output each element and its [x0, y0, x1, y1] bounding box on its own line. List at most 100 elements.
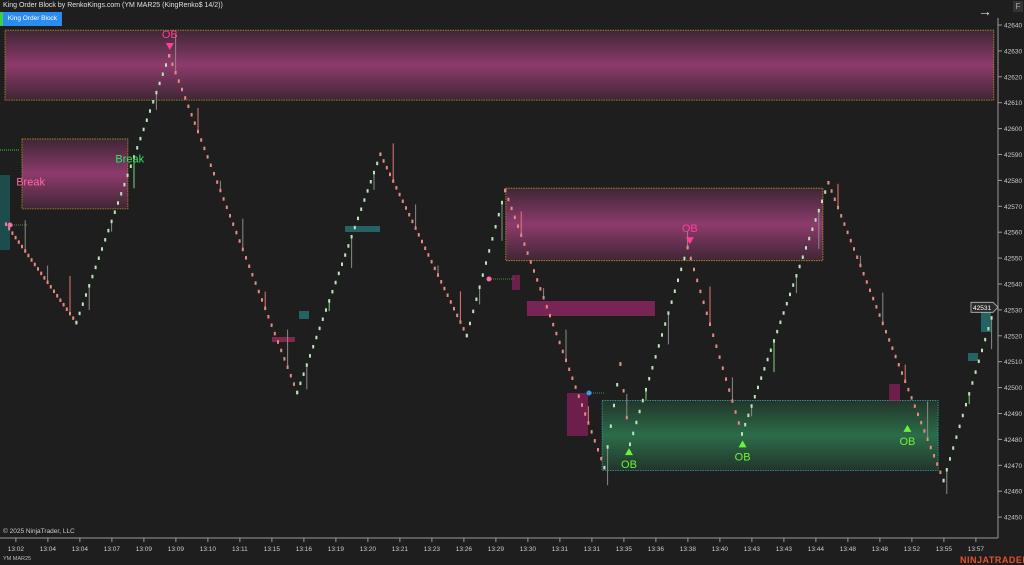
bear-brick	[577, 394, 580, 398]
bear-brick	[273, 331, 276, 336]
bull-brick	[302, 372, 305, 376]
bull-brick	[376, 161, 379, 166]
bear-brick	[593, 439, 596, 443]
bear-brick	[385, 165, 388, 170]
bull-brick	[120, 192, 123, 196]
x-tick-label: 13:40	[712, 546, 729, 553]
bull-brick	[773, 339, 775, 343]
bull-brick	[801, 255, 804, 259]
bear-brick	[923, 429, 926, 433]
bear-brick	[411, 219, 414, 224]
swing-dot	[486, 276, 492, 282]
x-tick-label: 13:26	[456, 546, 473, 553]
bull-brick	[472, 309, 475, 314]
bull-brick	[817, 208, 820, 213]
bull-brick	[824, 190, 827, 194]
bear-brick	[926, 437, 929, 441]
bull-brick	[955, 435, 958, 439]
bear-brick	[917, 412, 919, 417]
bear-brick	[545, 304, 548, 309]
bull-brick	[107, 228, 110, 233]
bear-brick	[177, 79, 180, 83]
bear-brick	[197, 129, 199, 134]
bear-brick	[862, 271, 865, 276]
bull-brick	[763, 367, 766, 371]
bull-brick	[974, 370, 977, 374]
x-tick-label: 13:15	[264, 546, 281, 553]
swing-dot	[586, 390, 592, 396]
bear-brick	[510, 206, 513, 211]
bear-brick	[168, 54, 171, 58]
bear-brick	[27, 253, 30, 258]
bull-brick	[760, 376, 763, 380]
bear-brick	[270, 323, 273, 327]
x-tick-label: 13:31	[552, 546, 569, 553]
bear-brick	[840, 214, 843, 218]
bear-brick	[513, 215, 516, 220]
bull-brick	[145, 118, 148, 122]
f-button[interactable]: F	[1013, 1, 1023, 12]
bearish-order-block-zone	[4, 29, 995, 101]
bull-brick	[808, 236, 811, 241]
x-tick-label: 13:43	[776, 546, 793, 553]
bear-brick	[869, 288, 871, 293]
bull-brick	[341, 262, 343, 266]
imbalance-strip	[981, 312, 991, 332]
bull-brick	[782, 311, 785, 315]
bear-brick	[421, 239, 423, 244]
bear-brick	[200, 138, 203, 142]
bull-brick	[789, 292, 791, 297]
bull-brick	[981, 348, 983, 353]
x-tick-label: 13:30	[520, 546, 537, 553]
bear-brick	[696, 278, 699, 283]
y-tick-label: 42450	[1004, 515, 1022, 522]
bear-brick	[424, 246, 427, 251]
bull-brick	[123, 182, 126, 187]
bearish-order-block-zone	[21, 138, 129, 210]
bull-brick	[603, 465, 606, 470]
bull-brick	[654, 355, 657, 359]
imbalance-strip	[968, 353, 978, 361]
bear-brick	[881, 321, 884, 326]
bear-brick	[24, 249, 27, 253]
bear-brick	[43, 276, 46, 280]
bull-brick	[664, 322, 667, 326]
bull-brick	[670, 300, 673, 304]
bear-brick	[728, 388, 731, 392]
bear-brick	[555, 331, 558, 336]
bull-brick	[85, 293, 87, 297]
bull-brick	[657, 344, 660, 348]
bull-brick	[373, 170, 375, 175]
bear-brick	[238, 239, 241, 243]
bull-brick	[648, 376, 651, 381]
bull-brick	[136, 146, 139, 150]
bull-brick	[494, 225, 497, 229]
bear-brick	[929, 445, 932, 450]
y-tick-label: 42460	[1004, 489, 1022, 496]
bear-brick	[625, 415, 628, 420]
bull-brick	[645, 387, 647, 392]
arrow-right-icon[interactable]: →	[978, 3, 992, 19]
bear-brick	[558, 340, 561, 345]
bull-brick	[776, 329, 779, 334]
bull-brick	[478, 285, 481, 289]
x-tick-label: 13:11	[232, 546, 248, 553]
x-tick-label: 13:48	[872, 546, 889, 553]
indicator-button[interactable]: King Order Block	[0, 12, 62, 26]
bear-brick	[408, 212, 411, 217]
bear-brick	[379, 152, 382, 156]
x-tick-label: 13:21	[392, 546, 409, 553]
bear-brick	[709, 322, 711, 327]
bear-brick	[430, 259, 433, 264]
ob-label: OB	[682, 223, 698, 235]
x-tick-label: 13:29	[488, 546, 505, 553]
ob-label: OB	[735, 451, 751, 463]
bull-brick	[741, 432, 743, 436]
bear-brick	[289, 373, 292, 378]
bull-brick	[97, 256, 100, 260]
bull-brick	[798, 264, 801, 269]
bear-brick	[894, 354, 897, 359]
bull-brick	[661, 333, 663, 337]
bear-brick	[216, 180, 219, 184]
